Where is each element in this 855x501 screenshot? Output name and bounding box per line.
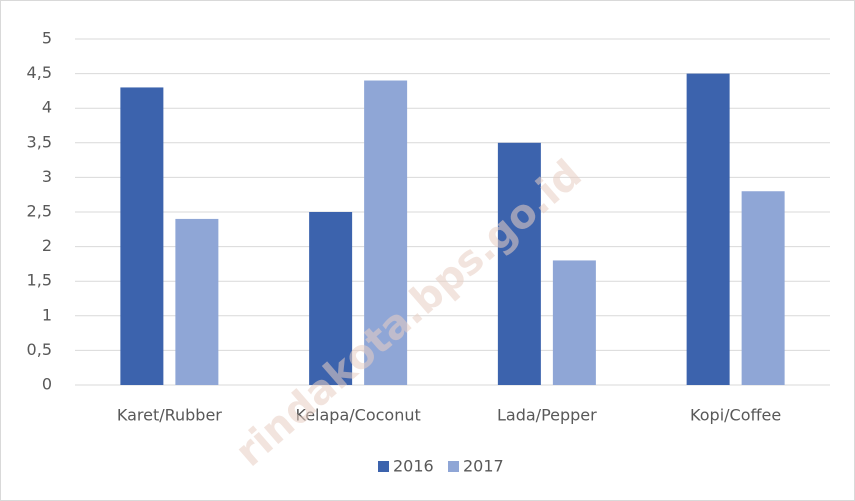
bar — [364, 80, 408, 386]
legend-swatch — [378, 461, 389, 472]
legend-label: 2016 — [393, 457, 434, 476]
bar — [741, 191, 785, 385]
y-tick-label: 0,5 — [27, 340, 52, 359]
x-tick-label: Kelapa/Coconut — [296, 406, 421, 425]
y-tick-label: 3 — [42, 167, 52, 186]
y-tick-label: 0 — [42, 375, 52, 394]
y-tick-label: 1,5 — [27, 271, 52, 290]
bar — [552, 260, 596, 385]
legend-label: 2017 — [463, 457, 504, 476]
bar — [309, 212, 353, 385]
bar — [686, 73, 730, 385]
bar — [175, 218, 219, 385]
x-tick-label: Kopi/Coffee — [690, 406, 781, 425]
y-tick-label: 1 — [42, 305, 52, 324]
y-tick-label: 2,5 — [27, 202, 52, 221]
x-tick-label: Lada/Pepper — [497, 406, 597, 425]
bar — [497, 142, 541, 385]
y-tick-label: 2 — [42, 236, 52, 255]
y-tick-label: 4 — [42, 98, 52, 117]
y-tick-label: 5 — [42, 29, 52, 48]
y-tick-label: 4,5 — [27, 63, 52, 82]
legend-swatch — [448, 461, 459, 472]
bar — [120, 87, 164, 385]
y-tick-label: 3,5 — [27, 132, 52, 151]
x-tick-label: Karet/Rubber — [117, 406, 222, 425]
